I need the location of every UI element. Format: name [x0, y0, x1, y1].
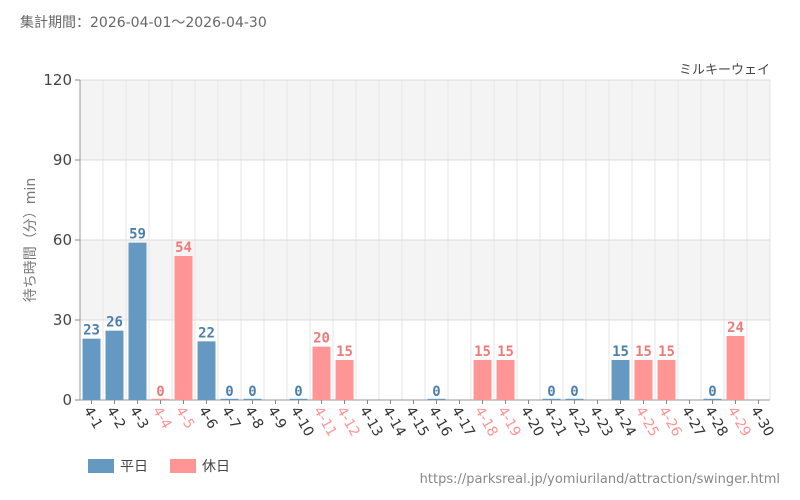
bar-value-label-4-28: 0 [708, 384, 716, 400]
x-tick-label-4-15: 4-15 [402, 404, 432, 440]
x-tick-label-4-19: 4-19 [494, 404, 524, 440]
x-tick-label-4-6: 4-6 [195, 404, 220, 432]
bar-value-label-4-19: 15 [497, 344, 514, 360]
source-url[interactable]: https://parksreal.jp/yomiuriland/attract… [419, 472, 780, 487]
bar-4-11 [312, 346, 331, 400]
bar-4-6 [197, 341, 216, 400]
x-tick-label-4-22: 4-22 [563, 404, 593, 440]
x-tick-label-4-20: 4-20 [517, 404, 547, 440]
bar-value-label-4-12: 15 [336, 344, 353, 360]
bar-value-label-4-18: 15 [474, 344, 491, 360]
y-axis-label: 待ち時間（分）min [23, 178, 39, 302]
chart-title: ミルキーウェイ [679, 63, 770, 78]
x-tick-label-4-14: 4-14 [379, 404, 409, 440]
bar-value-label-4-22: 0 [570, 384, 578, 400]
x-tick-label-4-4: 4-4 [149, 404, 174, 432]
bar-4-8 [243, 398, 262, 400]
bar-value-label-4-25: 15 [635, 344, 652, 360]
x-tick-label-4-23: 4-23 [586, 404, 616, 440]
x-tick-label-4-2: 4-2 [103, 404, 128, 432]
x-tick-label-4-10: 4-10 [287, 404, 317, 440]
legend-label-holiday: 休日 [202, 459, 230, 475]
bar-4-2 [105, 330, 124, 400]
bar-4-7 [220, 398, 239, 400]
bar-value-label-4-4: 0 [156, 384, 164, 400]
y-tick-label: 0 [62, 391, 72, 409]
bar-value-label-4-10: 0 [294, 384, 302, 400]
bar-4-12 [335, 360, 354, 400]
y-tick-label: 120 [43, 71, 72, 89]
bar-4-22 [565, 398, 584, 400]
x-tick-label-4-27: 4-27 [678, 404, 708, 440]
x-tick-label-4-18: 4-18 [471, 404, 501, 440]
legend: 平日 休日 [88, 456, 230, 476]
x-tick-label-4-17: 4-17 [448, 404, 478, 440]
bar-4-25 [634, 360, 653, 400]
bar-4-4 [151, 398, 170, 400]
bar-value-label-4-24: 15 [612, 344, 629, 360]
bar-value-label-4-11: 20 [313, 331, 330, 347]
bar-4-26 [657, 360, 676, 400]
x-tick-label-4-3: 4-3 [126, 404, 151, 432]
x-tick-label-4-25: 4-25 [632, 404, 662, 440]
x-tick-label-4-11: 4-11 [310, 404, 340, 440]
x-tick-label-4-8: 4-8 [241, 404, 266, 432]
legend-item-holiday[interactable]: 休日 [170, 456, 230, 476]
bar-4-19 [496, 360, 515, 400]
x-tick-label-4-26: 4-26 [655, 404, 685, 440]
legend-label-weekday: 平日 [120, 459, 148, 475]
x-tick-label-4-29: 4-29 [724, 404, 754, 440]
y-tick-label: 60 [53, 231, 72, 249]
bar-4-3 [128, 242, 147, 400]
bar-4-29 [726, 336, 745, 400]
bar-value-label-4-3: 59 [129, 227, 146, 243]
x-tick-label-4-24: 4-24 [609, 404, 639, 440]
bar-value-label-4-26: 15 [658, 344, 675, 360]
bar-value-label-4-1: 23 [83, 323, 100, 339]
x-tick-label-4-28: 4-28 [701, 404, 731, 440]
legend-swatch-weekday [88, 459, 114, 473]
x-tick-label-4-21: 4-21 [540, 404, 570, 440]
bar-4-24 [611, 360, 630, 400]
bar-value-label-4-7: 0 [225, 384, 233, 400]
bar-4-1 [82, 338, 101, 400]
x-tick-label-4-13: 4-13 [356, 404, 386, 440]
x-tick-label-4-7: 4-7 [218, 404, 243, 432]
period-label: 集計期間：2026-04-01～2026-04-30 [20, 15, 267, 31]
x-tick-label-4-5: 4-5 [172, 404, 197, 432]
bar-value-label-4-8: 0 [248, 384, 256, 400]
legend-item-weekday[interactable]: 平日 [88, 456, 148, 476]
y-tick-label: 90 [53, 151, 72, 169]
bar-4-10 [289, 398, 308, 400]
bar-value-label-4-5: 54 [175, 240, 192, 256]
bar-4-28 [703, 398, 722, 400]
bar-value-label-4-21: 0 [547, 384, 555, 400]
bar-value-label-4-2: 26 [106, 315, 123, 331]
bar-value-label-4-6: 22 [198, 325, 215, 341]
bar-value-label-4-29: 24 [727, 320, 744, 336]
x-tick-label-4-16: 4-16 [425, 404, 455, 440]
x-tick-label-4-9: 4-9 [264, 404, 289, 432]
x-tick-label-4-12: 4-12 [333, 404, 363, 440]
legend-swatch-holiday [170, 459, 196, 473]
x-tick-label-4-1: 4-1 [80, 404, 105, 432]
y-tick-label: 30 [53, 311, 72, 329]
x-tick-label-4-30: 4-30 [747, 404, 777, 440]
bar-value-label-4-16: 0 [432, 384, 440, 400]
bar-4-18 [473, 360, 492, 400]
bar-4-5 [174, 256, 193, 400]
bar-4-21 [542, 398, 561, 400]
bar-4-16 [427, 398, 446, 400]
